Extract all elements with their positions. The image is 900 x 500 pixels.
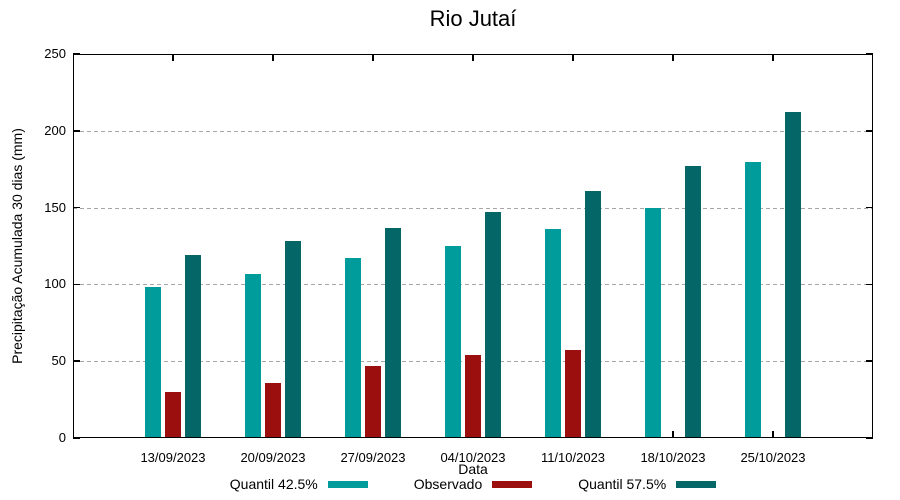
- x-tick-bottom-5: [672, 431, 674, 438]
- x-axis-label: Data: [458, 461, 488, 477]
- y-tick-label-200: 200: [44, 122, 66, 138]
- x-tick-bottom-6: [772, 431, 774, 438]
- bar-quantil-57-5-0: [185, 255, 201, 438]
- chart-title: Rio Jutaí: [429, 6, 517, 31]
- y-tick-left-250: [73, 53, 80, 55]
- y-tick-left-150: [73, 206, 80, 209]
- legend-entry-observado: Observado: [413, 476, 533, 492]
- y-tick-right-50: [866, 360, 873, 362]
- legend: Quantil 42.5% Observado Quantil 57.5%: [73, 475, 873, 493]
- x-tick-label-0: 13/09/2023: [140, 450, 206, 465]
- y-tick-label-150: 150: [44, 199, 66, 215]
- bar-observado-3: [465, 355, 481, 438]
- bar-observado-2: [365, 365, 381, 438]
- x-tick-top-1: [272, 54, 274, 61]
- y-tick-label-50: 50: [51, 353, 66, 369]
- y-tick-left-50: [73, 360, 80, 362]
- legend-swatch-observado: [492, 480, 533, 488]
- legend-entry-quantil-42-5: Quantil 42.5%: [230, 476, 368, 492]
- bar-quantil-42-5-3: [445, 246, 461, 438]
- legend-swatch-quantil-57-5: [676, 480, 717, 488]
- bar-quantil-57-5-2: [385, 227, 401, 438]
- x-tick-top-6: [772, 54, 774, 61]
- legend-swatch-quantil-42-5: [327, 480, 368, 488]
- y-tick-left-0: [73, 437, 80, 439]
- x-tick-top-4: [572, 54, 574, 61]
- bar-quantil-42-5-4: [545, 229, 561, 438]
- bar-quantil-57-5-5: [685, 166, 701, 438]
- y-tick-label-0: 0: [58, 430, 66, 445]
- x-tick-label-2: 27/09/2023: [340, 450, 406, 465]
- bar-observado-0: [165, 391, 181, 438]
- bar-quantil-42-5-5: [645, 207, 661, 438]
- gridline-200: [73, 130, 873, 132]
- bar-observado-1: [265, 382, 281, 438]
- x-tick-label-6: 25/10/2023: [740, 450, 806, 465]
- y-axis-label: Precipitação Acumulada 30 dias (mm): [9, 128, 25, 364]
- gridline-150: [73, 207, 873, 209]
- x-tick-label-4: 11/10/2023: [540, 450, 606, 465]
- bar-quantil-42-5-1: [245, 273, 261, 438]
- y-tick-right-200: [866, 130, 873, 132]
- bar-quantil-57-5-6: [785, 112, 801, 438]
- x-tick-top-0: [172, 54, 174, 61]
- x-tick-label-3: 04/10/2023: [440, 450, 506, 465]
- x-tick-top-2: [372, 54, 374, 61]
- bar-quantil-57-5-1: [285, 241, 301, 438]
- x-tick-top-5: [672, 54, 674, 61]
- y-tick-right-250: [866, 53, 873, 55]
- y-tick-label-100: 100: [44, 276, 66, 292]
- bar-quantil-42-5-6: [745, 161, 761, 438]
- x-tick-label-1: 20/09/2023: [240, 450, 306, 465]
- plot-area: [73, 53, 873, 439]
- bar-quantil-57-5-3: [485, 212, 501, 438]
- y-tick-left-100: [73, 283, 80, 286]
- legend-entry-quantil-57-5: Quantil 57.5%: [578, 476, 717, 492]
- x-tick-label-5: 18/10/2023: [640, 450, 706, 465]
- y-tick-label-250: 250: [44, 46, 66, 61]
- gridline-100: [73, 284, 873, 286]
- bar-quantil-42-5-2: [345, 258, 361, 438]
- legend-label-observado: Observado: [413, 476, 483, 492]
- y-tick-right-0: [866, 437, 873, 439]
- y-tick-left-200: [73, 130, 80, 132]
- x-tick-top-3: [472, 54, 474, 61]
- bar-observado-4: [565, 350, 581, 438]
- bar-quantil-57-5-4: [585, 190, 601, 438]
- y-tick-right-150: [866, 206, 873, 209]
- bar-quantil-42-5-0: [145, 287, 161, 438]
- y-tick-right-100: [866, 283, 873, 286]
- legend-label-quantil-42-5: Quantil 42.5%: [229, 476, 318, 492]
- legend-label-quantil-57-5: Quantil 57.5%: [578, 476, 667, 492]
